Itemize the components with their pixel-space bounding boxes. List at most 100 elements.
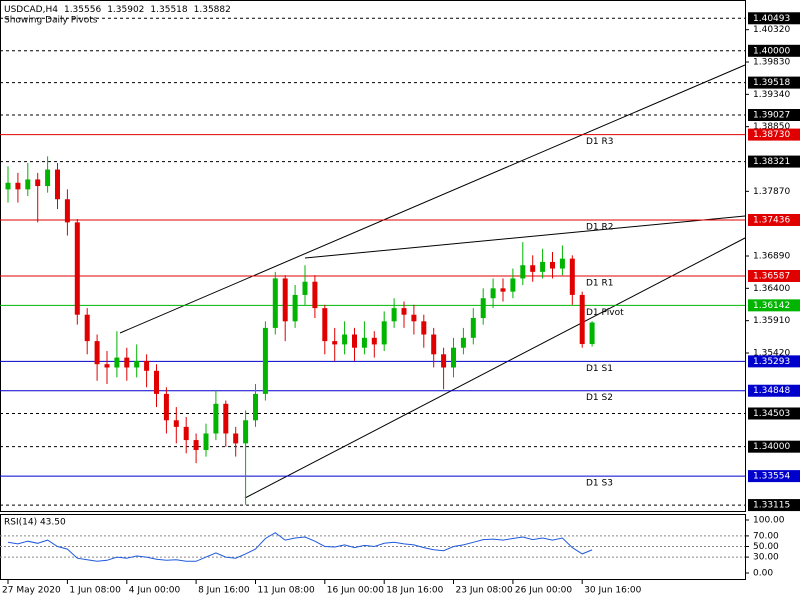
level-name: D1 R2 <box>586 222 614 232</box>
candle-body <box>183 426 189 441</box>
level-name: D1 S2 <box>586 393 613 403</box>
candle-body <box>451 347 456 368</box>
candle-body <box>361 337 367 348</box>
level-name: D1 S3 <box>586 479 613 489</box>
level-label: 1.36587 <box>753 271 790 281</box>
candle-body <box>460 337 466 348</box>
candle-body <box>154 370 159 394</box>
rsi-y-tick-label: 0.00 <box>753 569 773 579</box>
candle-body <box>490 288 496 299</box>
level-name: D1 R1 <box>586 278 614 288</box>
candle-body <box>441 354 447 368</box>
candle-body <box>124 357 130 368</box>
level-name: D1 Pivot <box>586 308 624 318</box>
candle-body <box>55 169 60 200</box>
last-open: 1.35556 <box>64 5 101 15</box>
x-tick-label: 26 Jun 00:00 <box>515 586 572 596</box>
candle-body <box>262 327 268 394</box>
candle-body <box>64 199 70 223</box>
level-label-box <box>748 499 800 512</box>
rsi-y-tick-label: 50.00 <box>753 542 779 552</box>
candle-body <box>114 357 120 368</box>
trend-line <box>119 64 746 334</box>
candle-body <box>243 420 249 444</box>
candle-body <box>530 265 536 272</box>
candle-body <box>193 440 199 450</box>
candle-body <box>302 281 308 295</box>
level-label-box <box>748 384 800 397</box>
symbol: USDCAD,H4 <box>4 5 58 15</box>
y-tick-label: 1.35420 <box>753 348 790 358</box>
candle-body <box>470 318 476 338</box>
level-label: 1.35293 <box>753 357 790 367</box>
level-label-box <box>748 470 800 483</box>
level-label: 1.34848 <box>753 386 790 396</box>
candle-body <box>391 308 397 322</box>
candle-body <box>84 314 90 342</box>
x-tick-label: 1 Jun 08:00 <box>69 586 121 596</box>
candle-body <box>144 360 150 371</box>
y-tick-label: 1.36890 <box>753 252 790 262</box>
chart-subtitle: Showing Daily Pivots <box>4 16 98 26</box>
candle-body <box>500 288 506 292</box>
candle-body <box>312 281 318 309</box>
level-name: D1 R3 <box>586 137 614 147</box>
candle-body <box>15 182 21 190</box>
x-tick-label: 11 Jun 08:00 <box>258 586 315 596</box>
candle-body <box>381 321 387 345</box>
y-tick-label: 1.40320 <box>753 25 790 35</box>
candle-body <box>421 321 427 335</box>
level-label: 1.39027 <box>753 111 790 121</box>
chart-header: USDCAD,H4 1.35556 1.35902 1.35518 1.35882 <box>4 5 231 15</box>
level-label: 1.33554 <box>753 472 790 482</box>
candle-body <box>480 298 486 319</box>
candle-body <box>401 308 407 315</box>
y-tick-label: 1.36400 <box>753 284 790 294</box>
x-tick-label: 23 Jun 08:00 <box>456 586 513 596</box>
candle-body <box>25 179 31 190</box>
y-tick-label: 1.38850 <box>753 122 790 132</box>
level-label: 1.40493 <box>753 14 790 24</box>
x-tick-label: 16 Jun 00:00 <box>327 586 384 596</box>
candle-body <box>322 308 328 342</box>
x-tick-label: 18 Jun 16:00 <box>386 586 443 596</box>
y-tick-label: 1.37870 <box>753 187 790 197</box>
last-high: 1.35902 <box>107 5 144 15</box>
trend-line <box>304 215 746 259</box>
level-label-box <box>748 440 800 453</box>
candle-body <box>589 322 595 345</box>
level-label: 1.36142 <box>753 301 790 311</box>
level-label-box <box>748 109 800 122</box>
candle-body <box>411 314 417 322</box>
level-label-box <box>748 76 800 89</box>
candle-body <box>371 337 377 345</box>
candle-body <box>223 403 229 434</box>
candle-body <box>282 278 288 322</box>
y-tick-label: 1.39830 <box>753 58 790 68</box>
candle-body <box>94 341 100 365</box>
rsi-line <box>7 532 593 562</box>
y-tick-label: 1.35910 <box>753 316 790 326</box>
candle-body <box>332 341 338 345</box>
level-label-box <box>748 299 800 312</box>
candle-body <box>292 294 298 322</box>
x-tick-label: 8 Jun 16:00 <box>198 586 250 596</box>
last-low: 1.35518 <box>150 5 187 15</box>
candle-body <box>579 294 585 345</box>
rsi-y-tick-label: 100.00 <box>753 516 785 526</box>
candle-body <box>74 222 80 315</box>
candle-body <box>559 258 565 269</box>
candle-body <box>431 334 437 355</box>
level-label-box <box>748 269 800 282</box>
candle-body <box>163 393 169 421</box>
level-label: 1.38730 <box>753 130 790 140</box>
level-label: 1.38321 <box>753 157 790 167</box>
candle-body <box>520 265 526 279</box>
candle-body <box>510 278 516 292</box>
candle-body <box>35 179 41 187</box>
y-tick-label: 1.39340 <box>753 90 790 100</box>
candle-body <box>342 334 348 345</box>
level-label-box <box>748 12 800 25</box>
